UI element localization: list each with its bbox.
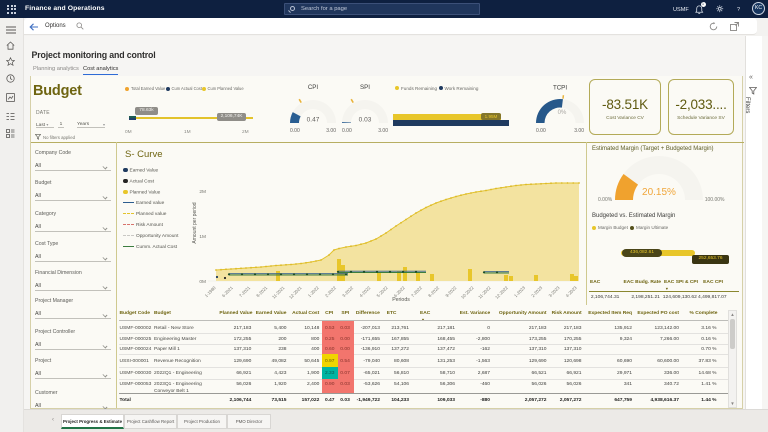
- svg-text:7-2021: 7-2021: [238, 285, 251, 298]
- svg-text:12-2021: 12-2021: [288, 285, 303, 300]
- svg-text:1-2023: 1-2023: [513, 285, 526, 298]
- svg-text:3.00: 3.00: [574, 128, 584, 134]
- svg-text:100.00%: 100.00%: [705, 197, 725, 203]
- svg-text:2-2023: 2-2023: [530, 285, 543, 298]
- svg-text:10-2022: 10-2022: [460, 285, 475, 300]
- svg-text:0.03: 0.03: [358, 116, 371, 123]
- svg-text:8-2021: 8-2021: [255, 285, 268, 298]
- svg-text:2M: 2M: [199, 189, 206, 195]
- svg-text:12-2022: 12-2022: [494, 285, 509, 300]
- svg-text:0%: 0%: [557, 110, 566, 116]
- svg-text:6-2021: 6-2021: [221, 285, 234, 298]
- svg-text:0.00: 0.00: [342, 128, 352, 134]
- svg-text:3.00: 3.00: [326, 128, 336, 134]
- svg-text:0.00: 0.00: [290, 128, 300, 134]
- svg-text:2-2022: 2-2022: [324, 285, 337, 298]
- svg-text:3-2022: 3-2022: [341, 285, 354, 298]
- svg-text:11-2022: 11-2022: [477, 285, 492, 300]
- svg-text:Amount per period: Amount per period: [192, 202, 198, 243]
- svg-text:0.47: 0.47: [306, 116, 319, 123]
- svg-text:3.00: 3.00: [378, 128, 388, 134]
- svg-text:Periods: Periods: [392, 297, 410, 303]
- svg-text:4-2022: 4-2022: [358, 285, 371, 298]
- svg-text:8-2022: 8-2022: [427, 285, 440, 298]
- svg-text:20.15%: 20.15%: [642, 187, 676, 198]
- svg-text:11-2021: 11-2021: [271, 285, 286, 300]
- svg-text:1M: 1M: [199, 234, 206, 240]
- svg-text:CPI: CPI: [307, 84, 318, 91]
- svg-text:SPI: SPI: [360, 84, 370, 91]
- svg-text:0.00%: 0.00%: [598, 197, 613, 203]
- svg-text:TCPI: TCPI: [552, 84, 566, 91]
- svg-text:1-2022: 1-2022: [307, 285, 320, 298]
- svg-text:5-2022: 5-2022: [376, 285, 389, 298]
- svg-text:0.00: 0.00: [536, 128, 546, 134]
- svg-text:9-2022: 9-2022: [444, 285, 457, 298]
- svg-text:0M: 0M: [199, 279, 206, 285]
- svg-text:7-2022: 7-2022: [410, 285, 423, 298]
- svg-text:1-1980: 1-1980: [204, 285, 217, 298]
